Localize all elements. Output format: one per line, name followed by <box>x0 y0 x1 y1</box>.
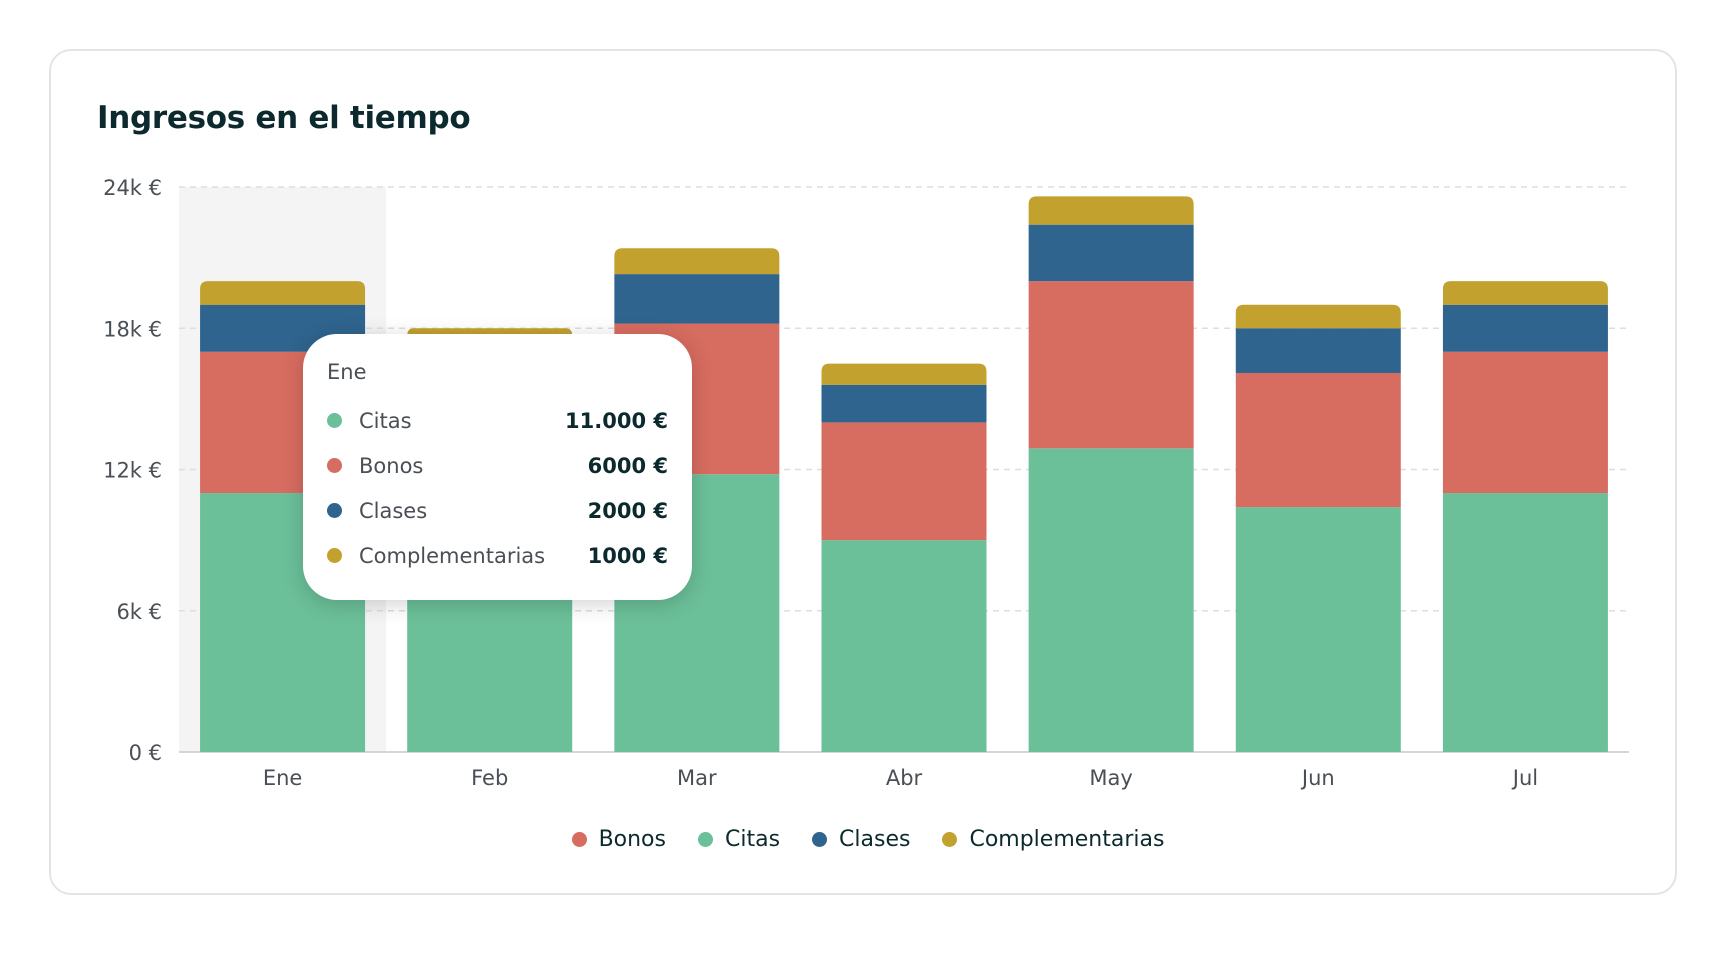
tooltip-row-clases: Clases 2000 € <box>327 488 668 533</box>
legend-label: Clases <box>839 827 911 852</box>
tooltip-row-bonos: Bonos 6000 € <box>327 443 668 488</box>
tooltip-label: Clases <box>359 498 428 523</box>
y-tick-label: 24k € <box>103 176 162 200</box>
bar-segment-bonos <box>1235 372 1401 508</box>
bar-segment-bonos <box>1028 281 1194 449</box>
citas-dot-icon <box>697 832 713 847</box>
x-tick-label: Abr <box>886 766 923 790</box>
tooltip-row-complementarias: Complementarias 1000 € <box>327 533 668 578</box>
y-tick-label: 12k € <box>103 459 162 483</box>
bar-segment-citas <box>1235 507 1401 752</box>
y-tick-label: 6k € <box>116 600 162 624</box>
bar-segment-complementarias <box>200 281 366 305</box>
tooltip-label: Bonos <box>359 453 424 478</box>
citas-dot-icon <box>327 413 342 428</box>
complementarias-dot-icon <box>327 548 342 563</box>
legend-label: Complementarias <box>969 827 1165 852</box>
tooltip-value: 11.000 € <box>565 408 668 433</box>
tooltip-label: Citas <box>359 408 412 433</box>
chart-legend: Bonos Citas Clases Complementarias <box>0 827 1736 852</box>
bar-segment-citas <box>1028 448 1194 752</box>
x-tick-label: Feb <box>471 766 508 790</box>
legend-label: Citas <box>724 827 781 852</box>
legend-item-bonos[interactable]: Bonos <box>571 827 666 852</box>
bar-segment-complementarias <box>821 363 987 385</box>
complementarias-dot-icon <box>942 832 958 847</box>
clases-dot-icon <box>812 832 828 847</box>
bar-segment-clases <box>1028 224 1194 282</box>
legend-item-complementarias[interactable]: Complementarias <box>942 827 1164 852</box>
clases-dot-icon <box>327 503 342 518</box>
y-tick-label: 18k € <box>103 317 162 341</box>
bonos-dot-icon <box>327 458 342 473</box>
x-tick-label: Ene <box>263 766 303 790</box>
chart-title: Ingresos en el tiempo <box>97 100 471 136</box>
x-tick-label: Jul <box>1511 766 1538 790</box>
bar-segment-clases <box>821 384 987 423</box>
bar-segment-citas <box>1442 493 1608 752</box>
bonos-dot-icon <box>571 832 587 847</box>
bar-segment-complementarias <box>1235 304 1401 329</box>
tooltip-row-citas: Citas 11.000 € <box>327 398 668 443</box>
bar-segment-complementarias <box>614 248 780 275</box>
tooltip-label: Complementarias <box>359 543 546 568</box>
tooltip-value: 1000 € <box>587 543 668 568</box>
y-tick-label: 0 € <box>129 741 162 765</box>
bar-segment-citas <box>821 540 987 752</box>
legend-label: Bonos <box>598 827 666 852</box>
bar-segment-complementarias <box>1442 281 1608 305</box>
bar-segment-clases <box>614 274 780 324</box>
chart-tooltip: Ene Citas 11.000 € Bonos 6000 € Clases 2… <box>303 334 692 600</box>
x-tick-label: May <box>1089 766 1132 790</box>
bar-segment-clases <box>1442 304 1608 352</box>
x-tick-label: Jun <box>1300 766 1335 790</box>
bar-segment-bonos <box>1442 351 1608 494</box>
tooltip-value: 6000 € <box>587 453 668 478</box>
tooltip-value: 2000 € <box>587 498 668 523</box>
tooltip-header: Ene <box>327 360 367 384</box>
bar-segment-complementarias <box>407 328 573 336</box>
x-tick-label: Mar <box>677 766 717 790</box>
bar-segment-complementarias <box>1028 196 1194 225</box>
legend-item-citas[interactable]: Citas <box>697 827 781 852</box>
legend-item-clases[interactable]: Clases <box>812 827 910 852</box>
bar-segment-bonos <box>821 422 987 541</box>
bar-segment-clases <box>1235 328 1401 373</box>
